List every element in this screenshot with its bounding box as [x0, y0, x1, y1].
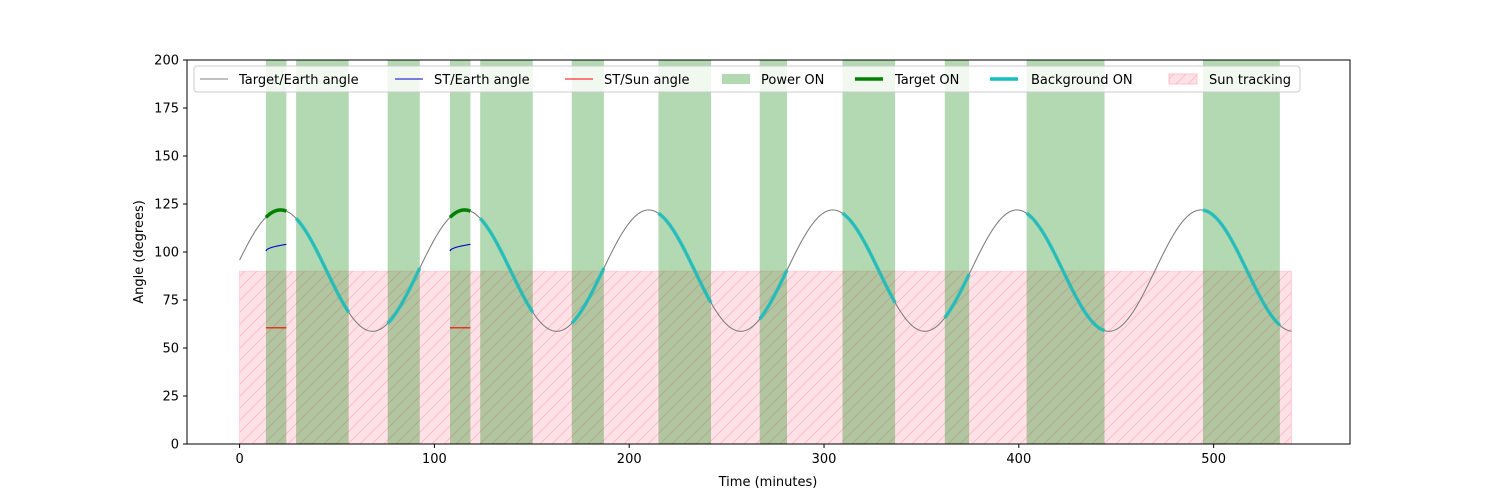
- target-on-segment: [264, 208, 287, 219]
- background-on-segment: [1025, 211, 1106, 333]
- background-on-segment: [570, 267, 606, 325]
- x-tick-label: 100: [422, 452, 447, 467]
- power-on-span: [296, 60, 349, 444]
- y-tick-label: 200: [154, 54, 179, 69]
- power-on-span: [1026, 60, 1105, 444]
- y-axis-label: Angle (degrees): [132, 200, 147, 304]
- background-on-segment: [943, 273, 971, 319]
- x-axis-label: Time (minutes): [718, 475, 818, 490]
- x-tick-label: 200: [617, 452, 642, 467]
- power-on-span: [571, 60, 604, 444]
- power-on-span: [1202, 60, 1280, 444]
- x-tick-label: 500: [1201, 452, 1226, 467]
- background-on-segment: [1202, 208, 1282, 327]
- sun-tracking-region: [239, 270, 1292, 444]
- y-tick-label: 175: [154, 102, 179, 117]
- legend-label-background-on: Background ON: [1031, 73, 1133, 88]
- x-tick-label: 0: [235, 452, 243, 467]
- y-tick-label: 0: [171, 438, 179, 453]
- power-on-span: [944, 60, 970, 444]
- legend-label-sun-tracking: Sun tracking: [1209, 73, 1291, 88]
- background-on-segment: [758, 269, 789, 321]
- legend-label-st-earth-angle: ST/Earth angle: [434, 73, 530, 88]
- background-on-segment: [386, 267, 422, 325]
- background-on-segment: [294, 217, 351, 314]
- legend: Target/Earth angle ST/Earth angle ST/Sun a…: [193, 65, 1301, 93]
- legend-handle-sun-tracking: [1168, 73, 1198, 85]
- y-tick-label: 75: [162, 294, 179, 309]
- st-earth-angle-segment: [449, 243, 471, 252]
- power-on-span: [387, 60, 420, 444]
- legend-box: [193, 65, 1301, 93]
- y-tick-label: 150: [154, 150, 179, 165]
- plot-area: [239, 60, 1292, 444]
- background-on-segment: [657, 211, 713, 304]
- power-on-span: [480, 60, 533, 444]
- legend-label-target-earth-angle: Target/Earth angle: [238, 73, 359, 88]
- st-earth-angle-segment: [265, 243, 287, 252]
- axis-ticks: 0 100 200 300 400 500 0 25 50 75 100 125 150 175 200: [154, 54, 1226, 468]
- y-tick-label: 100: [154, 246, 179, 261]
- y-tick-label: 125: [154, 198, 179, 213]
- target-on-segment: [448, 208, 472, 219]
- background-on-segment: [841, 211, 897, 304]
- power-on-span: [449, 60, 471, 444]
- power-on-span: [265, 60, 287, 444]
- x-tick-label: 300: [812, 452, 837, 467]
- background-on-segment: [478, 217, 535, 314]
- power-on-span: [759, 60, 788, 444]
- legend-label-power-on: Power ON: [761, 73, 824, 88]
- y-tick-label: 50: [162, 342, 179, 357]
- legend-handle-power-on: [722, 74, 750, 84]
- legend-label-target-on: Target ON: [894, 73, 959, 88]
- legend-label-st-sun-angle: ST/Sun angle: [604, 73, 690, 88]
- y-tick-label: 25: [162, 390, 179, 405]
- x-tick-label: 400: [1006, 452, 1031, 467]
